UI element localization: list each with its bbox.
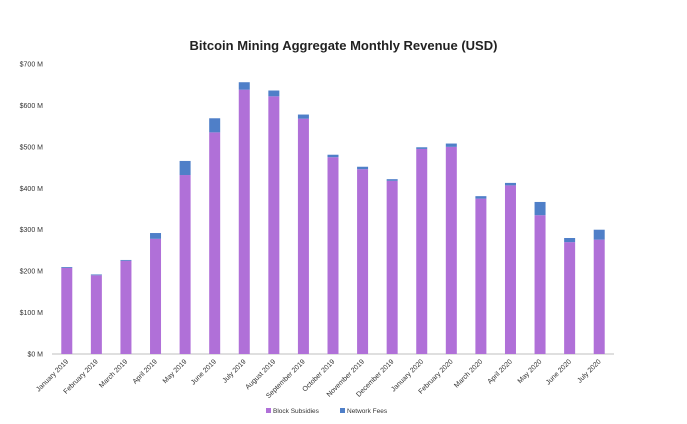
bar-network-fees xyxy=(564,238,576,243)
bar-network-fees xyxy=(150,233,162,239)
bar-block-subsidies xyxy=(416,148,428,354)
y-tick-label: $400 M xyxy=(20,186,44,193)
bar-network-fees xyxy=(534,201,546,216)
x-tick-label: April 2020 xyxy=(487,358,514,385)
y-tick-label: $100 M xyxy=(20,310,44,317)
x-tick-label: May 2020 xyxy=(517,358,544,385)
legend-swatch xyxy=(340,408,345,413)
y-tick-label: $500 M xyxy=(20,144,44,151)
bar-network-fees xyxy=(386,179,398,181)
bar-network-fees xyxy=(475,196,487,199)
legend-entry: Network Fees xyxy=(347,408,388,415)
x-tick-label: April 2019 xyxy=(132,358,159,385)
bar-block-subsidies xyxy=(90,275,102,354)
bar-block-subsidies xyxy=(61,267,73,354)
x-tick-label: June 2020 xyxy=(545,358,573,386)
bar-network-fees xyxy=(90,274,102,276)
bar-network-fees xyxy=(179,160,191,176)
legend-entry: Block Subsidies xyxy=(273,408,320,415)
bar-block-subsidies xyxy=(593,239,605,354)
bar-block-subsidies xyxy=(297,118,309,354)
bar-network-fees xyxy=(327,154,339,158)
bar-network-fees xyxy=(445,143,457,147)
x-tick-label: May 2019 xyxy=(162,358,189,385)
bar-network-fees xyxy=(120,259,132,261)
y-tick-label: $300 M xyxy=(20,227,44,234)
bar-block-subsidies xyxy=(386,180,398,354)
x-tick-label: July 2020 xyxy=(576,358,602,384)
bar-network-fees xyxy=(297,114,309,119)
y-tick-label: $200 M xyxy=(20,269,44,276)
x-tick-label: March 2019 xyxy=(98,358,129,389)
legend-swatch xyxy=(266,408,271,413)
bar-network-fees xyxy=(61,267,73,268)
y-tick-label: $0 M xyxy=(27,352,43,359)
bar-block-subsidies xyxy=(238,89,250,354)
chart-title: Bitcoin Mining Aggregate Monthly Revenue… xyxy=(189,38,498,53)
bar-network-fees xyxy=(416,147,428,149)
bar-block-subsidies xyxy=(268,96,280,355)
x-tick-label: June 2019 xyxy=(190,358,218,386)
x-tick-label: March 2020 xyxy=(453,358,484,389)
y-tick-label: $700 M xyxy=(20,62,44,69)
y-tick-label: $600 M xyxy=(20,103,44,110)
bar-block-subsidies xyxy=(564,242,576,354)
bar-block-subsidies xyxy=(475,198,487,354)
bar-network-fees xyxy=(504,182,516,186)
bar-block-subsidies xyxy=(120,260,132,354)
bar-block-subsidies xyxy=(504,185,516,354)
bar-block-subsidies xyxy=(209,132,221,354)
x-tick-label: August 2019 xyxy=(245,358,278,391)
bar-block-subsidies xyxy=(179,175,191,354)
bar-block-subsidies xyxy=(445,146,457,354)
bar-network-fees xyxy=(209,118,221,133)
bar-network-fees xyxy=(268,90,280,97)
bar-block-subsidies xyxy=(534,215,546,354)
bar-network-fees xyxy=(238,82,250,90)
bar-block-subsidies xyxy=(327,157,339,354)
bar-network-fees xyxy=(357,166,369,170)
bar-network-fees xyxy=(593,229,605,240)
x-tick-label: July 2019 xyxy=(222,358,248,384)
bar-block-subsidies xyxy=(150,238,162,354)
bar-block-subsidies xyxy=(357,169,369,354)
